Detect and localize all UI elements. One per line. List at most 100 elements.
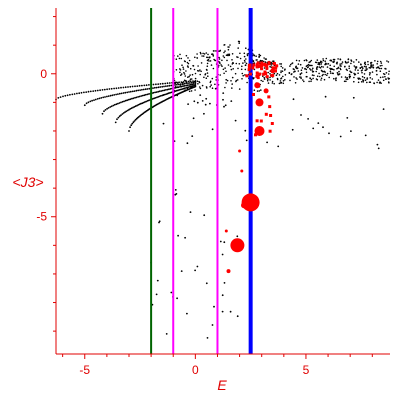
data-point xyxy=(93,99,95,101)
data-point xyxy=(131,97,133,100)
data-point xyxy=(92,90,95,92)
data-point xyxy=(339,135,342,138)
data-point xyxy=(114,121,117,124)
data-point xyxy=(191,83,194,86)
data-point xyxy=(376,143,379,146)
data-point xyxy=(225,54,228,56)
data-point xyxy=(275,74,278,76)
data-point xyxy=(178,57,181,60)
data-point xyxy=(108,88,111,90)
data-point xyxy=(239,52,241,55)
data-point xyxy=(379,60,382,63)
data-point xyxy=(83,104,86,107)
data-point xyxy=(295,77,297,79)
red-data-point xyxy=(240,169,244,173)
red-data-point xyxy=(255,63,259,67)
data-point xyxy=(243,59,246,62)
data-point xyxy=(194,82,197,85)
data-point xyxy=(312,127,315,130)
data-point xyxy=(379,70,382,72)
data-point xyxy=(276,77,279,80)
data-point xyxy=(341,63,343,65)
data-point xyxy=(181,64,183,66)
data-point xyxy=(159,95,162,97)
data-point xyxy=(193,80,196,83)
data-point xyxy=(350,71,352,74)
data-point xyxy=(227,54,229,57)
data-point xyxy=(177,234,180,237)
data-point xyxy=(262,75,264,77)
data-point xyxy=(322,126,324,129)
data-point xyxy=(174,82,176,85)
data-point xyxy=(136,85,139,87)
data-point xyxy=(298,60,301,62)
data-point xyxy=(220,64,222,66)
data-point xyxy=(102,96,105,99)
data-point xyxy=(311,64,313,67)
data-point xyxy=(238,63,241,65)
data-point xyxy=(270,61,272,64)
vertical-lines-layer xyxy=(150,8,253,354)
data-point xyxy=(85,102,88,105)
data-point xyxy=(340,65,342,67)
data-point xyxy=(333,69,335,71)
data-point xyxy=(353,80,355,83)
data-point xyxy=(305,71,308,74)
data-point xyxy=(117,116,120,119)
data-point xyxy=(324,62,327,65)
data-point xyxy=(320,63,323,65)
data-point xyxy=(371,66,373,68)
data-point xyxy=(278,74,281,76)
data-point xyxy=(229,65,232,68)
data-point xyxy=(184,75,187,77)
data-point xyxy=(350,130,352,133)
data-point xyxy=(244,64,247,66)
data-point xyxy=(194,269,197,272)
data-point xyxy=(205,52,208,54)
data-point xyxy=(299,73,302,75)
data-point xyxy=(340,76,343,78)
data-point xyxy=(124,111,126,113)
data-point xyxy=(262,60,265,63)
data-point xyxy=(222,92,225,94)
data-point xyxy=(152,87,154,89)
data-point xyxy=(194,56,196,59)
data-point xyxy=(129,126,132,129)
red-data-point xyxy=(274,66,278,70)
data-point xyxy=(175,69,178,71)
data-point xyxy=(308,61,311,64)
data-point xyxy=(330,59,332,61)
black-points-layer xyxy=(55,40,391,339)
data-point xyxy=(238,42,240,44)
data-point xyxy=(333,65,336,68)
data-point xyxy=(199,73,201,76)
data-point xyxy=(176,94,179,97)
data-point xyxy=(211,324,214,326)
data-point xyxy=(316,78,319,81)
data-point xyxy=(348,73,351,76)
data-point xyxy=(138,95,141,98)
data-point xyxy=(368,66,371,69)
data-point xyxy=(361,71,363,74)
data-point xyxy=(89,100,92,103)
data-point xyxy=(206,69,208,71)
data-point xyxy=(118,102,121,104)
data-point xyxy=(345,80,347,83)
data-point xyxy=(263,78,266,80)
data-point xyxy=(129,85,132,88)
data-point xyxy=(350,62,352,65)
data-point xyxy=(244,129,247,132)
data-point xyxy=(359,78,362,80)
data-point xyxy=(279,80,282,82)
red-data-point xyxy=(255,119,259,123)
data-point xyxy=(304,67,306,70)
data-point xyxy=(156,279,159,282)
data-point xyxy=(309,64,311,67)
red-data-point xyxy=(263,88,269,94)
x-tick-label: 0 xyxy=(192,363,199,377)
data-point xyxy=(180,85,183,88)
data-point xyxy=(174,86,177,88)
data-point xyxy=(305,59,308,62)
data-point xyxy=(103,88,106,91)
data-point xyxy=(280,71,282,74)
